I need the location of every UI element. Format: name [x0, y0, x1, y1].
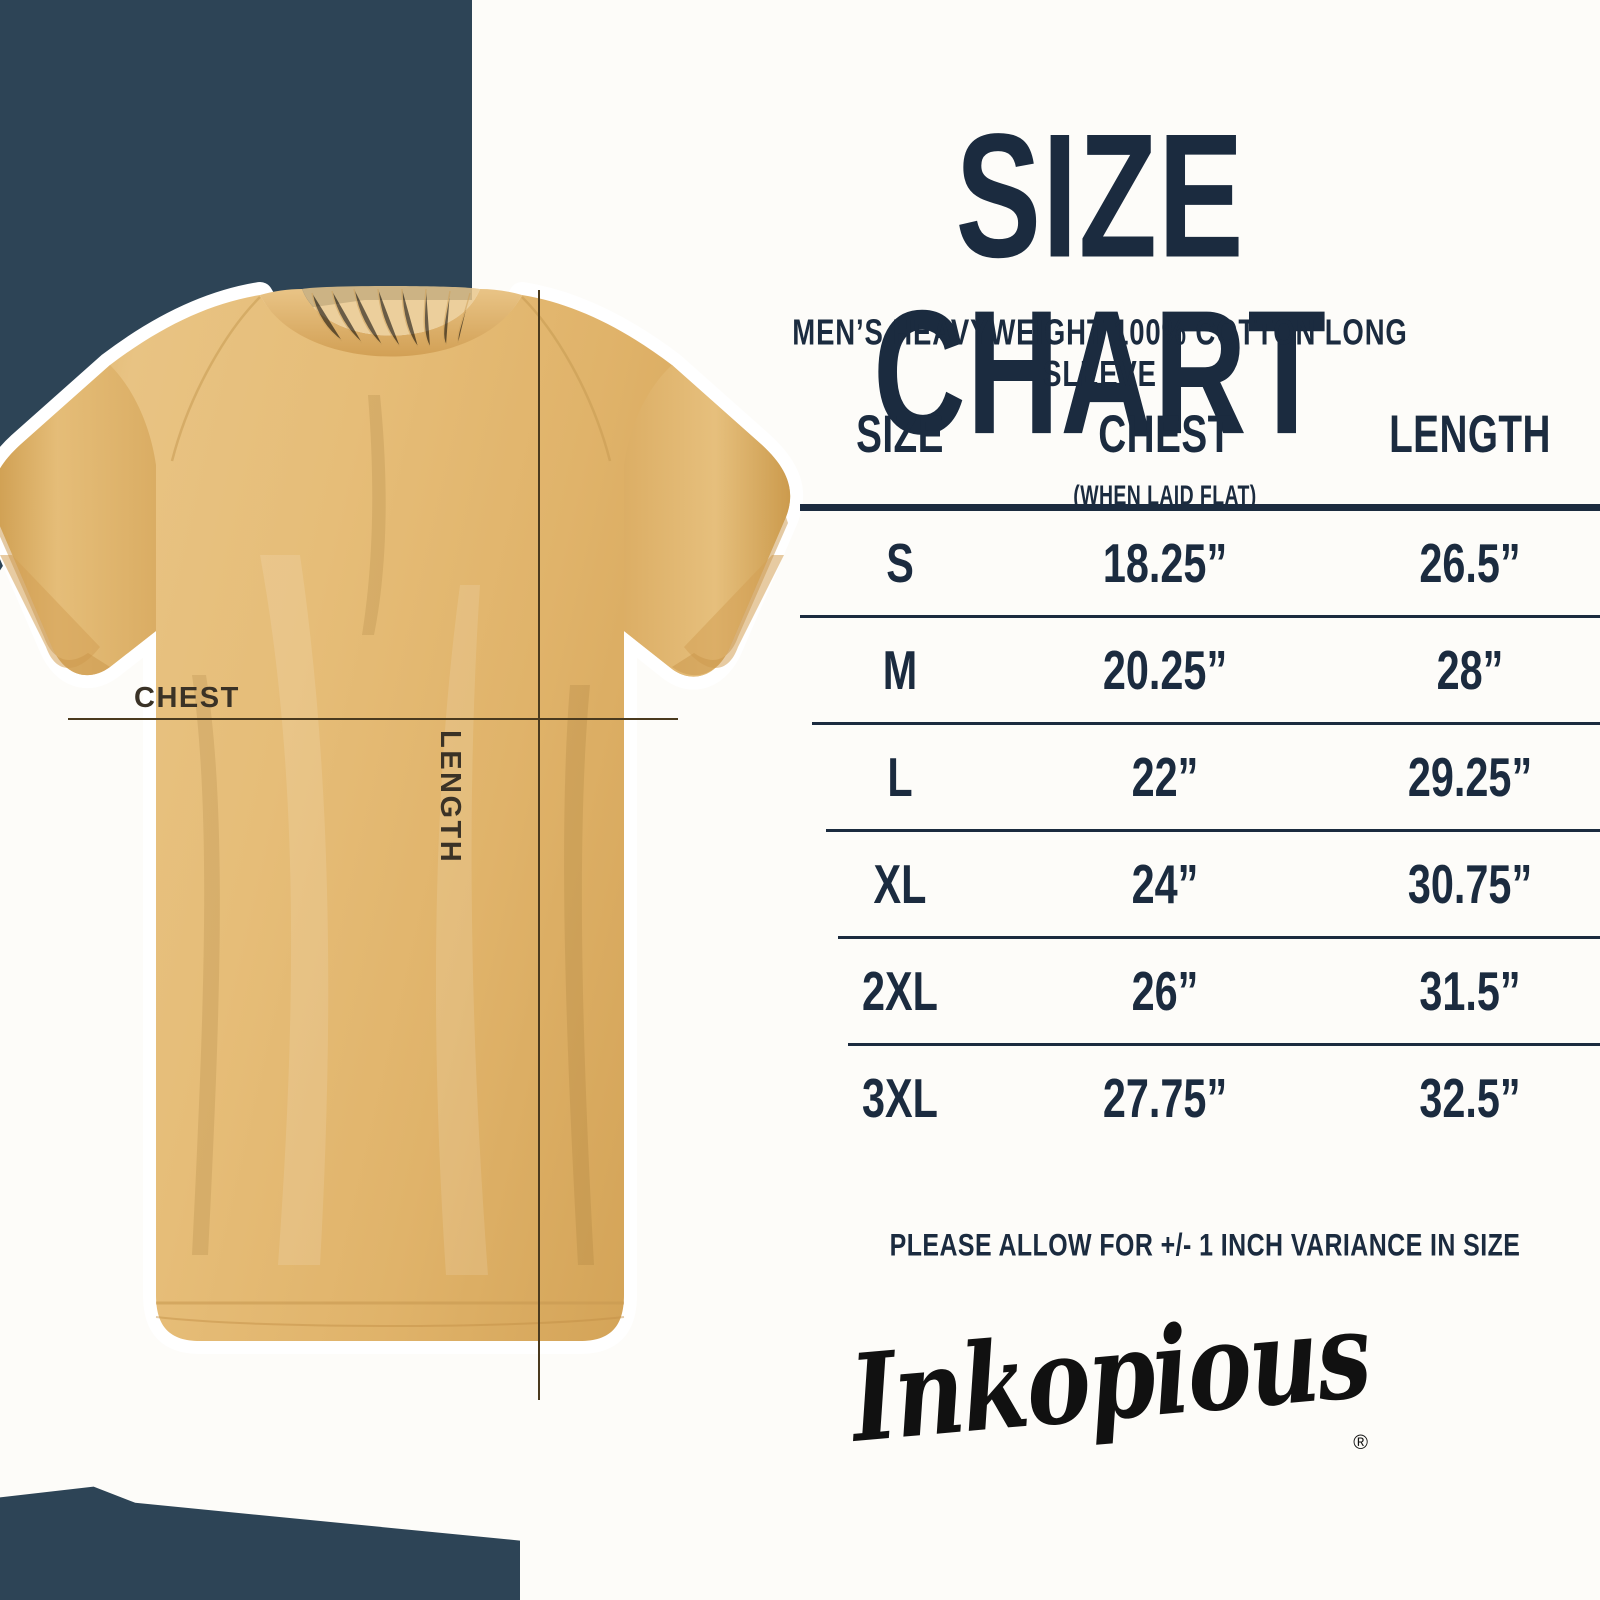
column-header-size: SIZE: [856, 405, 944, 464]
shirt-collar: [260, 289, 522, 357]
table-row: XL 24” 30.75”: [800, 832, 1600, 936]
page-title: SIZE CHART: [873, 97, 1327, 472]
cell-size: M: [882, 639, 918, 701]
cell-chest: 24”: [1131, 853, 1199, 915]
cell-chest: 22”: [1131, 746, 1199, 808]
table-row-rule: [800, 615, 1600, 618]
table-row-rule: [838, 936, 1600, 939]
cell-size: L: [887, 746, 913, 808]
cell-chest: 26”: [1131, 960, 1199, 1022]
table-row-rule: [848, 1043, 1600, 1046]
cell-chest: 18.25”: [1102, 532, 1228, 594]
cell-length: 28”: [1436, 639, 1504, 701]
registered-trademark-icon: ®: [1353, 1432, 1368, 1454]
table-header-row: SIZE CHEST (WHEN LAID FLAT) LENGTH: [800, 405, 1600, 511]
cell-size: 3XL: [862, 1067, 938, 1129]
brand-logo-text: Inkopious: [845, 1283, 1375, 1470]
chart-content: SIZE CHART MEN’S HEAVYWEIGHT 100% COTTON…: [700, 0, 1600, 1600]
table-row: L 22” 29.25”: [800, 725, 1600, 829]
cell-length: 26.5”: [1419, 532, 1521, 594]
table-header-rule: [800, 504, 1600, 511]
column-header-chest: CHEST (WHEN LAID FLAT): [1020, 405, 1310, 512]
size-table: SIZE CHEST (WHEN LAID FLAT) LENGTH S 18.…: [800, 405, 1600, 1150]
cell-chest: 20.25”: [1102, 639, 1228, 701]
cell-length: 31.5”: [1419, 960, 1521, 1022]
chest-measure-line: [68, 718, 678, 720]
shirt-body: [0, 295, 791, 1341]
table-row: M 20.25” 28”: [800, 618, 1600, 722]
cell-length: 30.75”: [1407, 853, 1533, 915]
length-measure-label: LENGTH: [434, 730, 466, 865]
column-header-chest-sublabel: (WHEN LAID FLAT): [1073, 479, 1257, 511]
cell-length: 32.5”: [1419, 1067, 1521, 1129]
variance-note: PLEASE ALLOW FOR +/- 1 INCH VARIANCE IN …: [889, 1228, 1521, 1264]
table-row: S 18.25” 26.5”: [800, 511, 1600, 615]
page-subtitle: MEN’S HEAVYWEIGHT 100% COTTON LONG SLEEV…: [792, 312, 1408, 394]
brand-logo: Inkopious ®: [830, 1284, 1390, 1520]
cell-chest: 27.75”: [1102, 1067, 1228, 1129]
table-row-rule: [826, 829, 1600, 832]
cell-size: 2XL: [862, 960, 938, 1022]
cell-size: XL: [873, 853, 927, 915]
table-row: 3XL 27.75” 32.5”: [800, 1046, 1600, 1150]
column-header-chest-label: CHEST: [1098, 405, 1232, 464]
length-measure-line: [538, 290, 540, 1400]
shirt-illustration: [0, 255, 830, 1415]
cell-length: 29.25”: [1407, 746, 1533, 808]
cell-size: S: [886, 532, 914, 594]
column-header-length: LENGTH: [1389, 405, 1551, 464]
chest-measure-label: CHEST: [134, 682, 240, 714]
table-row-rule: [812, 722, 1600, 725]
table-row: 2XL 26” 31.5”: [800, 939, 1600, 1043]
shirt-graphic: [0, 282, 804, 1354]
